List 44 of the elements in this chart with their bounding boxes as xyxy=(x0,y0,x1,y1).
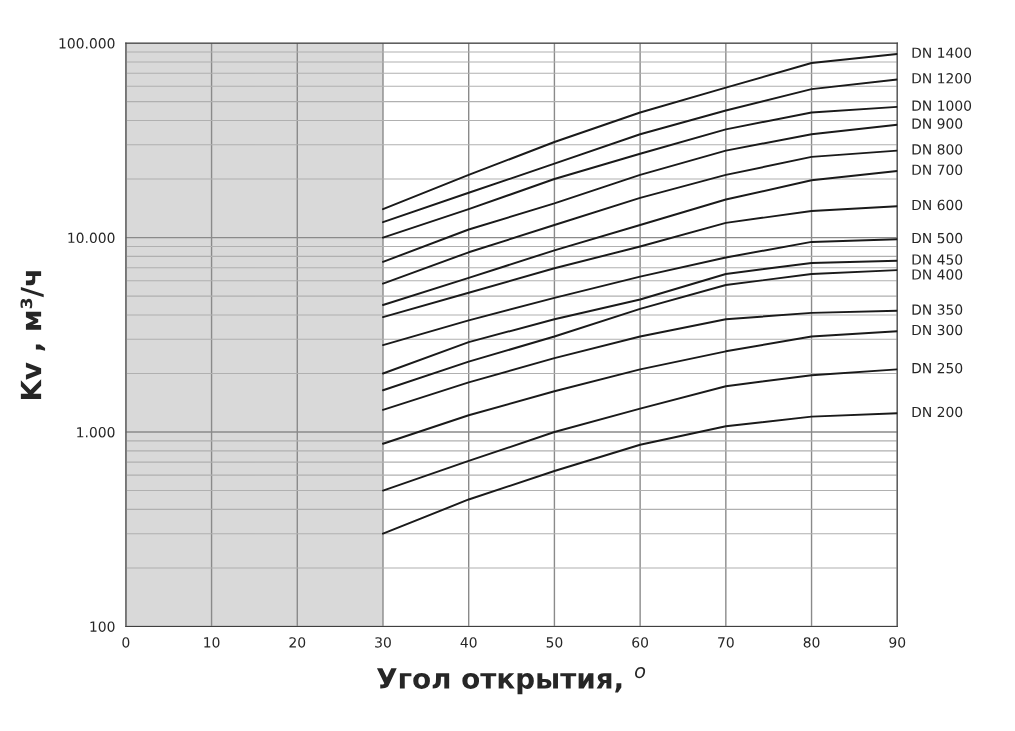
series-label: DN 250 xyxy=(912,362,963,374)
x-tick-label: 20 xyxy=(289,637,306,648)
series-label: DN 300 xyxy=(912,324,963,336)
line-series xyxy=(382,330,898,445)
x-tick-label: 0 xyxy=(122,637,130,648)
series-label: DN 450 xyxy=(912,254,963,265)
series-label: DN 1000 xyxy=(912,100,972,111)
line-series xyxy=(382,269,898,392)
x-tick-label: 80 xyxy=(803,637,820,648)
line-series xyxy=(382,259,898,375)
y-tick-label: 10.000 xyxy=(68,232,115,244)
x-tick-label: 30 xyxy=(375,637,391,648)
line-series xyxy=(382,238,898,347)
x-axis-title: Угол открытия, $^{o}$ xyxy=(376,666,646,695)
series-label: DN 400 xyxy=(912,269,963,280)
line-series xyxy=(382,170,898,306)
line-series xyxy=(382,368,898,492)
series-label: DN 200 xyxy=(912,406,963,418)
x-tick-label: 90 xyxy=(889,637,906,648)
y-tick-label: 100 xyxy=(90,621,115,632)
y-tick-label: 100.000 xyxy=(59,38,115,49)
line-series xyxy=(382,78,898,224)
line-series xyxy=(382,309,898,411)
x-tick-label: 40 xyxy=(460,637,477,648)
y-axis-title: Kv , м³/ч xyxy=(20,271,46,400)
x-tick-label: 50 xyxy=(546,637,563,648)
line-series xyxy=(382,52,898,211)
series-label: DN 1400 xyxy=(912,47,972,58)
x-tick-label: 70 xyxy=(718,637,734,648)
series-label: DN 500 xyxy=(912,232,963,244)
series-label: DN 600 xyxy=(912,199,963,211)
series-label: DN 1200 xyxy=(912,73,972,84)
series-label: DN 800 xyxy=(912,144,963,155)
y-tick-label: 1.000 xyxy=(77,426,115,438)
line-series xyxy=(382,105,898,239)
line-series xyxy=(382,205,898,319)
line-series xyxy=(382,123,898,263)
x-tick-label: 10 xyxy=(204,637,220,648)
series-label: DN 350 xyxy=(912,304,963,315)
line-series xyxy=(382,412,898,535)
line-series xyxy=(382,149,898,285)
x-tick-label: 60 xyxy=(632,637,649,648)
series-label: DN 900 xyxy=(912,118,963,129)
series-label: DN 700 xyxy=(912,164,963,176)
